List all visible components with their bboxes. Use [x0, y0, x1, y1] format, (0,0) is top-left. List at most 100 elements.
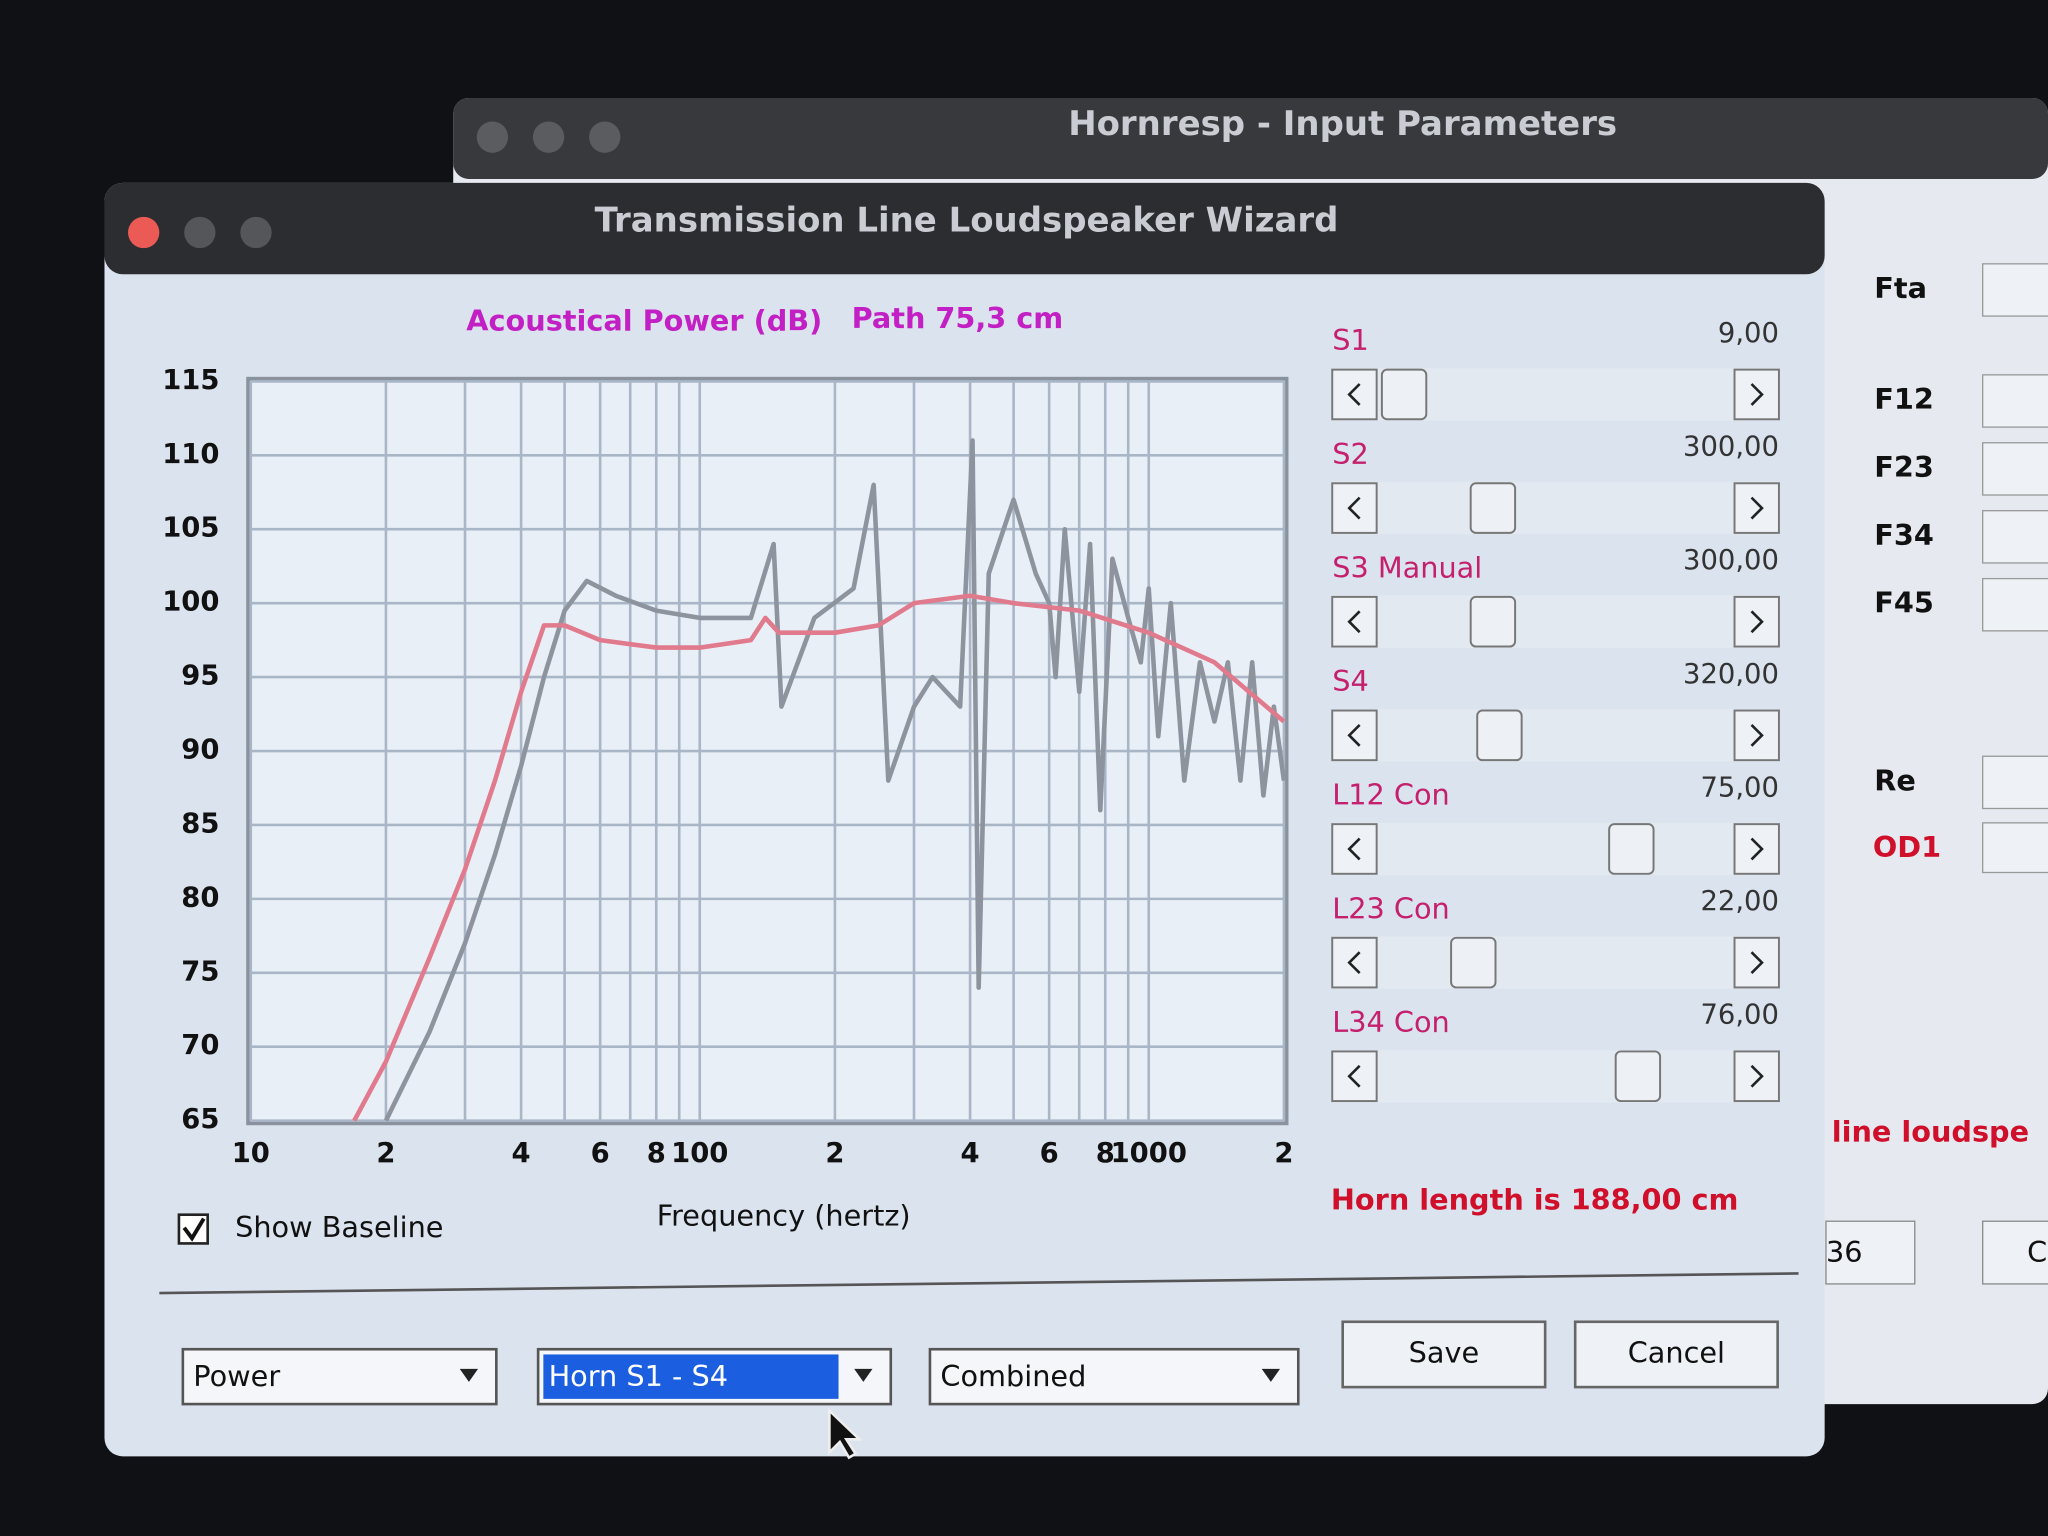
- slider-value: 320,00: [1683, 659, 1779, 690]
- field-label: Re: [1874, 763, 1916, 797]
- y-tick-label: 65: [181, 1104, 219, 1135]
- field-label: Fta: [1874, 271, 1927, 305]
- slider-left-button[interactable]: [1331, 709, 1378, 762]
- button[interactable]: [1982, 1220, 2048, 1285]
- y-tick-label: 110: [162, 439, 219, 470]
- slider-left-button[interactable]: [1331, 936, 1378, 989]
- slider-left-button[interactable]: [1331, 482, 1378, 534]
- button-label: Cancel: [1628, 1335, 1725, 1369]
- x-tick-label: 4: [512, 1138, 531, 1169]
- slider-value: 76,00: [1700, 1000, 1778, 1031]
- y-tick-label: 80: [181, 882, 219, 913]
- slider-value: 9,00: [1718, 318, 1779, 349]
- y-tick-label: 70: [181, 1030, 219, 1061]
- minimize-button[interactable]: [184, 216, 216, 249]
- slider-right-button[interactable]: [1733, 482, 1780, 534]
- back-fields: Fta F12 F23 F34 F45 Re: [1874, 263, 2048, 810]
- slider-right-button[interactable]: [1733, 936, 1780, 989]
- separator: [159, 1272, 1799, 1295]
- button-label: C: [2027, 1235, 2047, 1269]
- y-tick-label: 100: [162, 587, 219, 618]
- slider-thumb[interactable]: [1469, 595, 1517, 648]
- left-arrow: [1347, 1064, 1361, 1088]
- y-tick-label: 95: [181, 661, 219, 692]
- right-arrow: [1750, 496, 1764, 520]
- slider-left-button[interactable]: [1331, 595, 1378, 648]
- left-arrow: [1347, 383, 1361, 406]
- dropdown-arrow: [459, 1368, 479, 1382]
- text-field[interactable]: [1982, 374, 2048, 428]
- dropdown[interactable]: [181, 1347, 498, 1406]
- slider-thumb[interactable]: [1476, 709, 1523, 762]
- slider-value: 75,00: [1700, 772, 1778, 803]
- slider-track: [1332, 936, 1779, 989]
- slider-left-button[interactable]: [1331, 368, 1378, 421]
- dropdown[interactable]: [928, 1347, 1300, 1406]
- button[interactable]: [1341, 1320, 1547, 1389]
- text-field[interactable]: [1982, 263, 2048, 317]
- slider-right-button[interactable]: [1733, 595, 1780, 648]
- slider-right-button[interactable]: [1733, 368, 1780, 421]
- chart-heading: Acoustical Power (dB): [466, 304, 822, 338]
- slider-thumb[interactable]: [1608, 823, 1655, 875]
- text-field[interactable]: [1982, 442, 2048, 496]
- text-field[interactable]: [1982, 822, 2048, 874]
- horn-length: Horn length is 188,00 cm: [1331, 1183, 1739, 1217]
- button-label: Save: [1409, 1335, 1480, 1369]
- x-tick-label: 2: [825, 1138, 844, 1169]
- y-tick-label: 90: [181, 735, 219, 766]
- text-field[interactable]: [1982, 510, 2048, 564]
- x-axis-label: Frequency (hertz): [657, 1198, 911, 1232]
- close-button[interactable]: [128, 216, 160, 249]
- right-arrow: [1750, 951, 1764, 974]
- slider-thumb[interactable]: [1469, 482, 1517, 534]
- slider-value: 300,00: [1683, 545, 1779, 576]
- slider-label: S1: [1332, 323, 1369, 357]
- slider-label: L34 Con: [1332, 1005, 1450, 1039]
- slider-left-button[interactable]: [1331, 1050, 1378, 1103]
- slider-right-button[interactable]: [1733, 709, 1780, 762]
- text-field[interactable]: [1825, 1220, 1916, 1285]
- slider-label: L23 Con: [1332, 891, 1450, 925]
- button[interactable]: [1573, 1320, 1779, 1389]
- dropdown-text: Horn S1 - S4: [549, 1359, 728, 1393]
- slider-thumb[interactable]: [1380, 368, 1428, 421]
- text-field[interactable]: [1982, 755, 2048, 810]
- text-field[interactable]: [1982, 577, 2048, 632]
- left-arrow: [1347, 496, 1361, 520]
- y-tick-label: 85: [181, 808, 219, 839]
- left-arrow: [1347, 951, 1361, 974]
- dropdown-text: Power: [193, 1359, 280, 1393]
- minimize-button[interactable]: [532, 121, 565, 153]
- slider-value: 22,00: [1700, 886, 1778, 917]
- title-bar: [104, 182, 1825, 275]
- dropdown-arrow: [854, 1368, 873, 1382]
- slider-track: [1332, 481, 1779, 535]
- x-tick-label: 1000: [1111, 1138, 1187, 1169]
- slider-track: [1332, 595, 1779, 648]
- x-tick-label: 10: [232, 1138, 270, 1169]
- slider-right-button[interactable]: [1733, 823, 1780, 875]
- slider-thumb[interactable]: [1614, 1050, 1662, 1103]
- y-tick-label: 105: [162, 513, 219, 544]
- x-tick-label: 2: [1274, 1138, 1293, 1169]
- dropdown-text: Combined: [940, 1359, 1086, 1393]
- selection-highlight: [543, 1354, 839, 1399]
- back-title-bar: [453, 97, 2048, 179]
- series-line: [383, 438, 1287, 1122]
- x-tick-label: 2: [376, 1138, 395, 1169]
- slider-right-button[interactable]: [1733, 1050, 1780, 1103]
- zoom-button[interactable]: [240, 216, 272, 249]
- mouse-cursor: [828, 1407, 863, 1460]
- back-window-title: Hornresp - Input Parameters: [1068, 104, 1617, 144]
- close-button[interactable]: [476, 121, 509, 153]
- slider-left-button[interactable]: [1331, 823, 1378, 875]
- zoom-button[interactable]: [589, 121, 621, 153]
- window-title: Transmission Line Loudspeaker Wizard: [595, 201, 1339, 241]
- field-label: F34: [1874, 518, 1934, 552]
- left-arrow: [1347, 610, 1361, 634]
- slider-thumb[interactable]: [1450, 936, 1497, 989]
- checkbox-label[interactable]: Show Baseline: [235, 1210, 443, 1244]
- dropdown-arrow: [1261, 1368, 1280, 1382]
- field-label: OD1: [1873, 830, 1941, 864]
